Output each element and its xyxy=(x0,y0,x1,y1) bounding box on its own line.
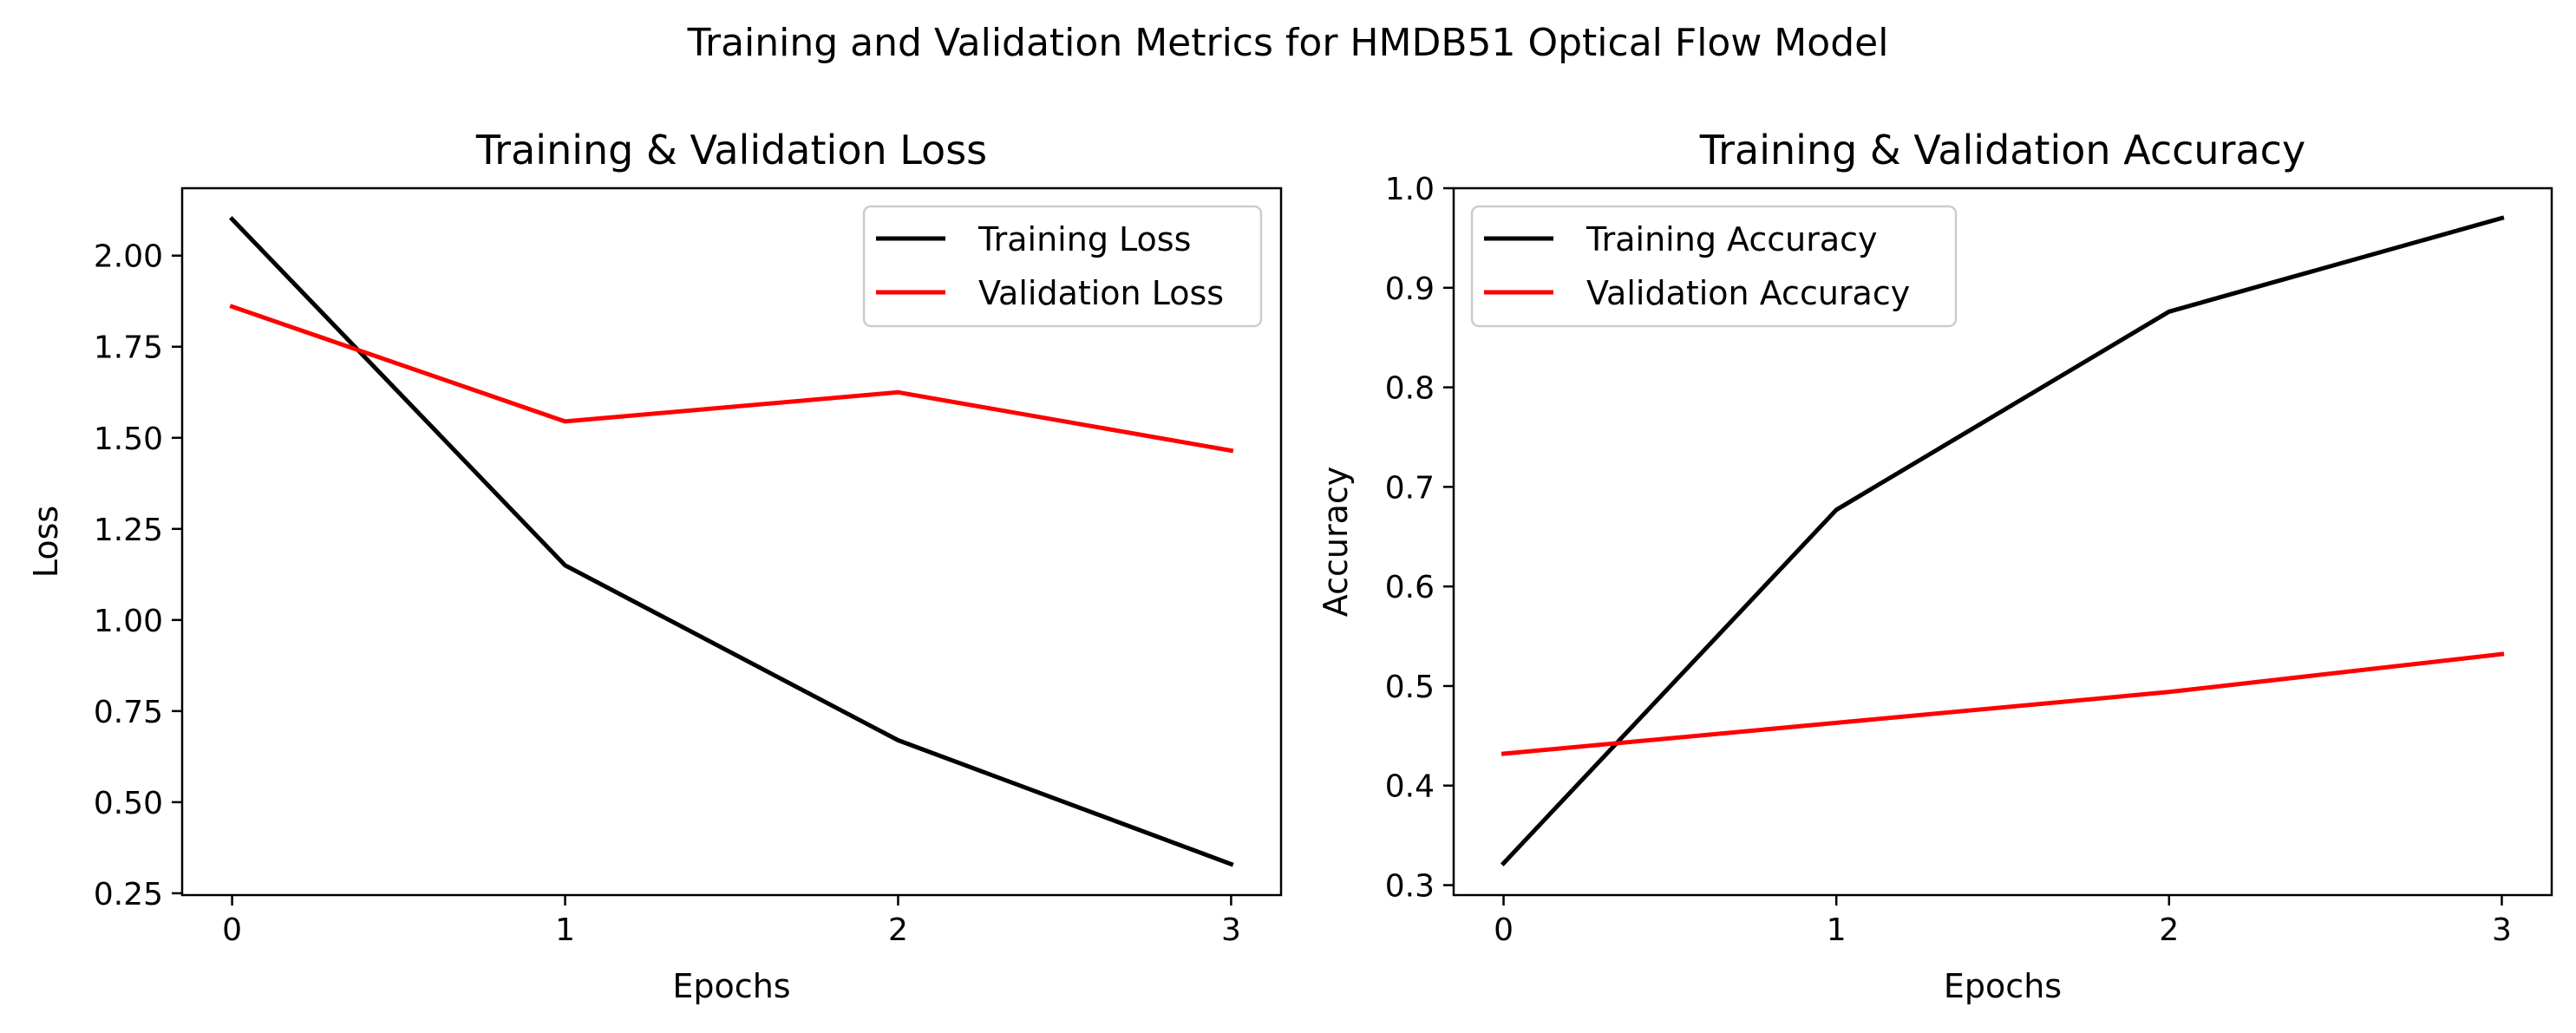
legend-box xyxy=(1470,205,1958,328)
y-tick-label: 2.00 xyxy=(94,239,163,275)
legend-box xyxy=(862,205,1263,328)
chart-2: Training & Validation Accuracy 0 1 2 3 0.3 0.4… xyxy=(1317,127,2553,1005)
chart-title: Training & Validation Accuracy xyxy=(1699,127,2305,173)
legend-label: Training Loss xyxy=(977,220,1191,258)
series-line-2 xyxy=(229,304,1234,454)
x-tick-label: 2 xyxy=(2159,912,2179,948)
x-tick-label: 1 xyxy=(1827,912,1847,948)
series-line-1 xyxy=(1500,215,2505,866)
y-tick-label: 0.9 xyxy=(1385,271,1435,307)
plot-frame xyxy=(180,186,1283,897)
series-line-2 xyxy=(1500,651,2505,756)
legend-label: Training Accuracy xyxy=(1585,220,1878,258)
y-tick-label: 0.5 xyxy=(1385,670,1435,705)
figure-suptitle: Training and Validation Metrics for HMDB… xyxy=(687,21,1889,65)
y-tick-label: 1.00 xyxy=(94,604,163,639)
series-line-1 xyxy=(229,216,1234,867)
y-tick-label: 1.25 xyxy=(94,513,163,548)
y-tick-label: 0.8 xyxy=(1385,371,1435,407)
y-tick-label: 0.4 xyxy=(1385,769,1435,805)
y-tick-label: 1.50 xyxy=(94,422,163,457)
legend-label: Validation Accuracy xyxy=(1586,274,1910,312)
x-axis-label: Epochs xyxy=(672,967,790,1005)
y-tick-label: 1.0 xyxy=(1385,172,1435,207)
x-axis-label: Epochs xyxy=(1944,967,2062,1005)
x-tick-label: 3 xyxy=(1221,912,1241,948)
y-axis-label: Accuracy xyxy=(1317,467,1355,618)
chart-title: Training & Validation Loss xyxy=(475,127,987,173)
y-tick-label: 1.75 xyxy=(94,330,163,366)
y-tick-label: 0.7 xyxy=(1385,470,1435,506)
x-tick-label: 3 xyxy=(2492,912,2512,948)
x-tick-label: 0 xyxy=(1494,912,1514,948)
chart-1: Training & Validation Loss 0 1 2 3 0.25 0.50 0.… xyxy=(27,127,1283,1005)
legend: Training Loss Validation Loss xyxy=(862,205,1263,328)
plot-frame xyxy=(1452,186,2553,897)
legend-label: Validation Loss xyxy=(978,274,1224,312)
y-tick-label: 0.75 xyxy=(94,695,163,730)
x-tick-label: 1 xyxy=(555,912,575,948)
y-tick-label: 0.50 xyxy=(94,786,163,821)
legend: Training Accuracy Validation Accuracy xyxy=(1470,205,1958,328)
x-tick-label: 2 xyxy=(888,912,908,948)
y-tick-label: 0.3 xyxy=(1385,869,1435,905)
y-axis-label: Loss xyxy=(27,506,65,578)
y-tick-label: 0.6 xyxy=(1385,570,1435,605)
y-tick-label: 0.25 xyxy=(94,877,163,912)
x-tick-label: 0 xyxy=(222,912,242,948)
